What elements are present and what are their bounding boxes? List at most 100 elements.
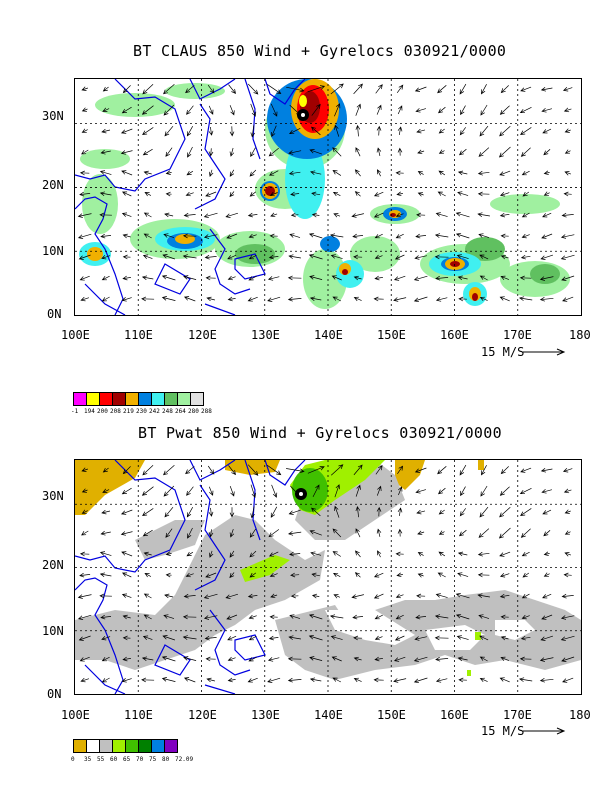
panel1-map-svg [75,79,581,315]
wind-arrow [229,105,235,116]
wind-arrow [163,614,175,619]
wind-arrow [249,528,256,538]
legend-label: 72.09 [175,756,194,763]
wind-arrow [417,573,424,578]
wind-arrow [479,275,488,281]
legend-swatch [164,739,178,753]
wind-arrow [162,635,176,641]
wind-arrow [562,468,573,473]
wind-arrow [481,465,487,476]
wind-arrow [186,507,194,518]
wind-arrow [161,274,176,281]
wind-arrow [309,296,322,301]
wind-arrow [397,147,403,156]
wind-vector-layer [77,464,575,684]
wind-arrow [121,170,133,176]
wind-arrow [120,128,133,134]
wind-arrow [564,171,572,176]
wind-arrow [183,212,196,218]
wind-arrow [477,170,490,176]
wind-arrow [459,464,467,476]
wind-arrow [481,84,487,95]
wind-arrow [185,191,194,197]
wind-arrow [101,509,111,515]
wind-arrow [438,551,446,557]
wind-arrow [500,275,510,281]
wind-arrow [438,128,445,134]
wind-arrow [308,232,323,239]
wind-arrow [521,212,530,218]
wind-arrow [143,233,152,239]
cloud-shading-layer [79,79,570,309]
graticule-layer [75,460,581,694]
wind-arrow [435,297,448,302]
wind-arrow [563,488,572,494]
wind-arrow [520,635,531,641]
wind-arrow [417,551,424,557]
wind-arrow [310,170,322,175]
wind-arrow [499,212,510,218]
wind-arrow [413,656,428,663]
wind-arrow [141,656,154,661]
wind-arrow [543,170,550,176]
wind-arrow [374,614,383,620]
wind-arrow [225,212,239,218]
wind-arrow [376,125,382,136]
wind-arrow [101,128,111,134]
wind-arrow [120,509,133,515]
wind-arrow [413,296,428,303]
wind-arrow [122,635,131,641]
wind-arrow [121,593,132,598]
panel1-wind-scale-arrow [523,348,566,356]
wind-arrow [204,254,217,260]
panel1-wind-scale-label: 15 M/S [481,345,525,359]
wind-arrow [520,254,531,260]
wind-arrow [562,296,574,302]
wind-arrow [81,86,89,91]
wind-arrow [288,531,302,536]
wind-arrow [99,572,112,577]
wind-arrow [204,635,217,641]
wind-arrow [100,530,111,536]
coastline-layer [75,460,306,694]
wind-arrow [207,84,215,94]
wind-arrow [499,506,511,518]
wind-arrow [229,169,235,177]
wind-arrow [455,232,470,239]
wind-arrow [413,677,428,684]
wind-arrow [564,530,571,535]
wind-arrow [458,148,467,156]
wind-arrow [397,105,403,115]
legend-swatch [125,739,139,753]
wind-arrow [438,149,445,154]
wind-arrow [376,506,382,517]
wind-arrow [186,486,194,496]
wind-arrow [438,170,446,176]
wind-arrow [120,531,133,536]
wind-arrow [162,254,176,260]
wind-arrow [541,233,553,239]
wind-arrow [330,464,344,476]
wind-arrow [163,104,175,116]
wind-arrow [499,677,510,683]
wind-arrow [354,191,361,197]
wind-arrow [268,635,279,641]
wind-arrow [122,466,131,475]
wind-arrow [143,170,152,176]
wind-arrow [248,275,258,281]
wind-arrow [353,296,362,302]
wind-arrow [351,594,364,599]
wind-arrow [561,593,574,599]
wind-arrow [287,275,302,281]
wind-arrow [121,572,132,578]
wind-arrow [329,233,344,238]
wind-arrow [187,146,193,158]
wind-arrow [414,467,427,473]
wind-arrow [543,149,551,156]
wind-arrow [520,528,531,538]
wind-arrow [269,233,278,239]
wind-arrow [142,508,154,517]
legend-label: 70 [136,756,144,763]
wind-arrow [164,212,174,218]
wind-arrow [287,677,302,683]
